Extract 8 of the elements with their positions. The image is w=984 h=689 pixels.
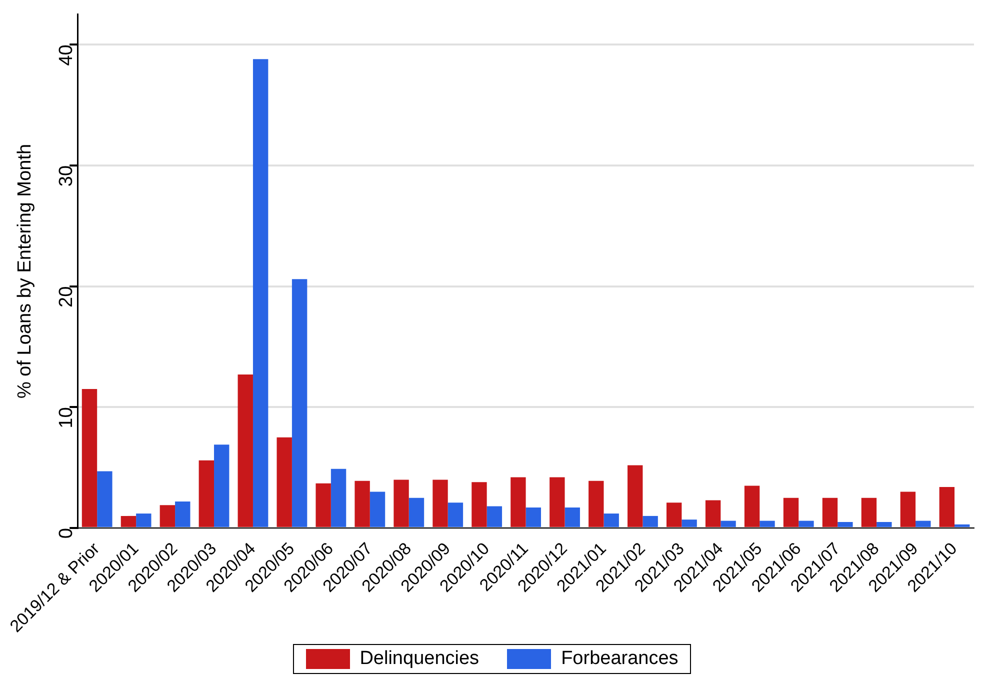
legend-label: Delinquencies	[360, 648, 480, 670]
y-tick-label: 20	[56, 286, 77, 308]
legend-label: Forbearances	[561, 648, 678, 670]
y-tick-label: 40	[56, 44, 77, 66]
y-axis-title: % of Loans by Entering Month	[14, 144, 36, 398]
y-tick-label: 10	[56, 407, 77, 428]
y-tick-label: 30	[56, 165, 77, 187]
y-tick-label: 0	[56, 528, 77, 539]
